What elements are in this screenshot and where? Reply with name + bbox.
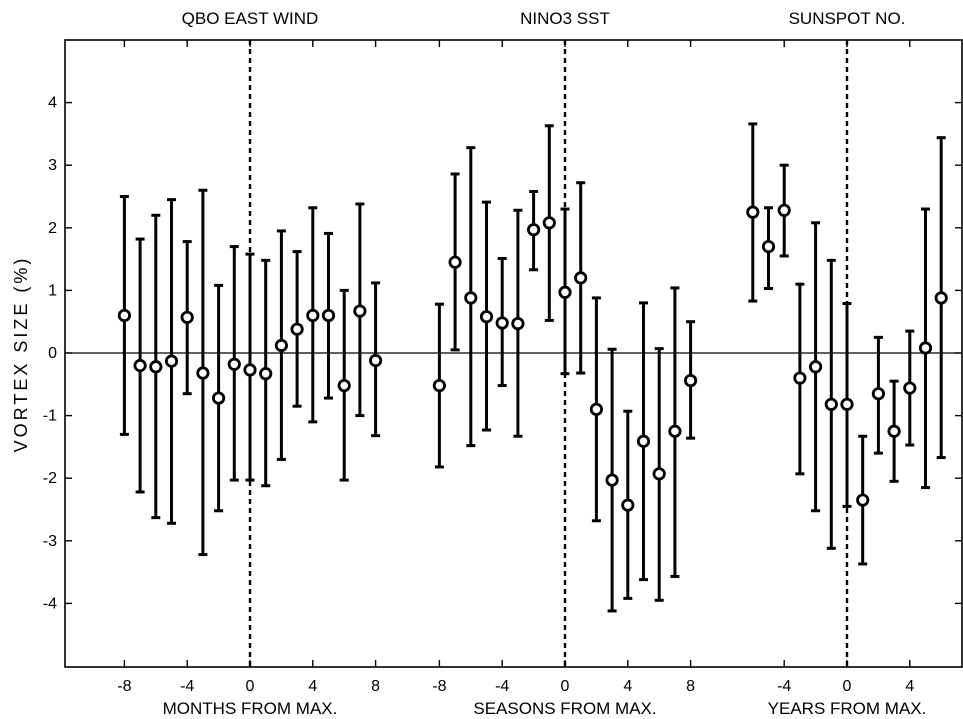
data-point [574,271,588,285]
data-point [353,304,367,318]
data-point [668,424,682,438]
data-point [274,338,288,353]
y-axis: -4 -3 -2 -1 0 1 2 3 4 [43,95,962,612]
y-tick-label: 2 [48,220,57,237]
data-point [290,322,304,336]
panels: -8 -4 0 4 8 QBO EAST WIND MONTHS FROM MAX. -8 -4… [117,9,948,718]
panel-title: SUNSPOT NO. [789,9,906,28]
x-tick-label: -4 [495,678,509,695]
data-point [117,308,132,323]
x-tick-label: 4 [623,678,632,695]
data-point [337,378,351,393]
data-point [558,285,572,299]
data-point [589,402,604,416]
data-point [259,367,273,381]
data-point [495,316,509,330]
data-point [321,308,336,323]
y-tick-label: -2 [43,470,57,487]
panel-title: QBO EAST WIND [182,9,319,28]
data-point [636,434,651,448]
data-point [227,357,241,371]
data-point [856,493,870,507]
data-point [526,223,541,237]
data-point [306,308,320,323]
data-point [871,387,886,401]
data-point [605,473,619,487]
panel-xlabel: MONTHS FROM MAX. [163,699,338,718]
y-axis-title: VORTEX SIZE (%) [11,256,31,453]
y-tick-label: -4 [43,595,57,612]
panel: -4 0 4 SUNSPOT NO. YEARS FROM MAX. [746,9,948,718]
data-point [464,291,478,305]
x-tick-label: -8 [432,678,446,695]
y-tick-label: 0 [48,345,57,362]
y-tick-label: 3 [48,157,57,174]
x-tick-label: -8 [117,678,131,695]
data-point [542,216,556,230]
data-point [164,354,179,368]
panel-title: NINO3 SST [520,9,610,28]
data-point [793,371,807,385]
y-tick-label: 4 [48,95,57,112]
x-tick-label: 0 [843,678,852,695]
data-point [511,316,525,331]
panel-xlabel: SEASONS FROM MAX. [473,699,656,718]
x-tick-label: 4 [308,678,317,695]
x-tick-label: -4 [180,678,194,695]
data-point [621,498,635,512]
data-point [180,310,194,324]
data-point [479,310,494,324]
y-tick-label: -3 [43,533,57,550]
data-point [652,467,666,481]
y-tick-label: 1 [48,282,57,299]
data-point [368,353,383,368]
data-point [149,360,163,374]
data-point [761,239,776,254]
data-point [683,373,698,388]
x-tick-label: -4 [777,678,791,695]
x-tick-label: 8 [371,678,380,695]
data-point [887,424,901,438]
data-point [777,203,791,217]
data-point [746,205,760,219]
data-point [824,397,838,411]
y-tick-label: -1 [43,408,57,425]
data-point [212,391,226,405]
panel: -8 -4 0 4 8 QBO EAST WIND MONTHS FROM MAX. [117,9,383,718]
data-point [903,381,917,395]
data-point [133,358,147,373]
data-point [808,360,823,374]
data-point [196,366,210,380]
x-tick-label: 0 [246,678,255,695]
panel-xlabel: YEARS FROM MAX. [768,699,927,718]
data-point [243,363,257,377]
data-point [840,397,854,411]
data-point [448,255,462,269]
data-point [934,291,948,305]
data-point [432,378,446,393]
x-tick-label: 8 [686,678,695,695]
data-point [918,341,933,355]
x-tick-label: 4 [905,678,914,695]
panel: -8 -4 0 4 8 NINO3 SST SEASONS FROM MAX. [432,9,698,718]
x-tick-label: 0 [561,678,570,695]
